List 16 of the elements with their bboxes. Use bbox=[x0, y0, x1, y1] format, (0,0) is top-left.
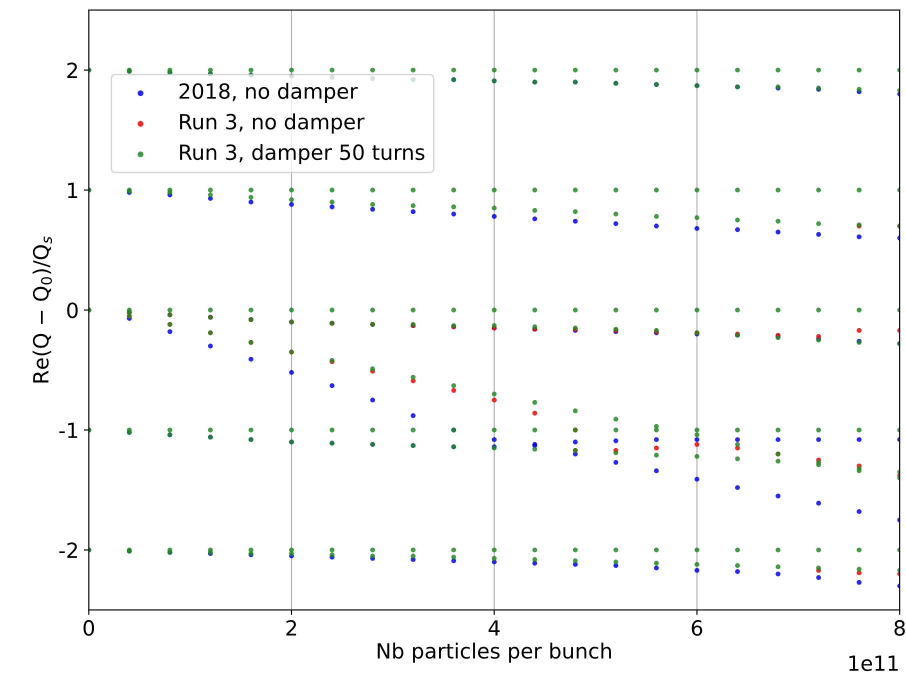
legend-label: Run 3, damper 50 turns bbox=[180, 144, 424, 164]
y-tick-label: 0 bbox=[67, 302, 78, 318]
x-tick-label: 6 bbox=[692, 620, 702, 636]
y-tick-label: -1 bbox=[59, 422, 78, 438]
x-tick-label: 8 bbox=[894, 620, 905, 636]
legend-label: 2018, no damper bbox=[180, 82, 358, 104]
y-tick-label: 1 bbox=[68, 182, 78, 198]
y-tick-label: -2 bbox=[59, 542, 77, 558]
x-tick-label: 0 bbox=[84, 620, 94, 636]
y-axis-title: Re(Q − Q$_{0}$)/Q$_{s}$ bbox=[32, 236, 52, 382]
x-tick-label: 2 bbox=[286, 620, 296, 636]
y-tick-label: 2 bbox=[67, 62, 77, 78]
x-tick-label: 4 bbox=[488, 620, 500, 636]
text: 1e11 bbox=[849, 656, 898, 672]
legend-label: Run 3, no damper bbox=[180, 113, 365, 134]
x-axis-title: Nb particles per bunch bbox=[378, 642, 611, 663]
